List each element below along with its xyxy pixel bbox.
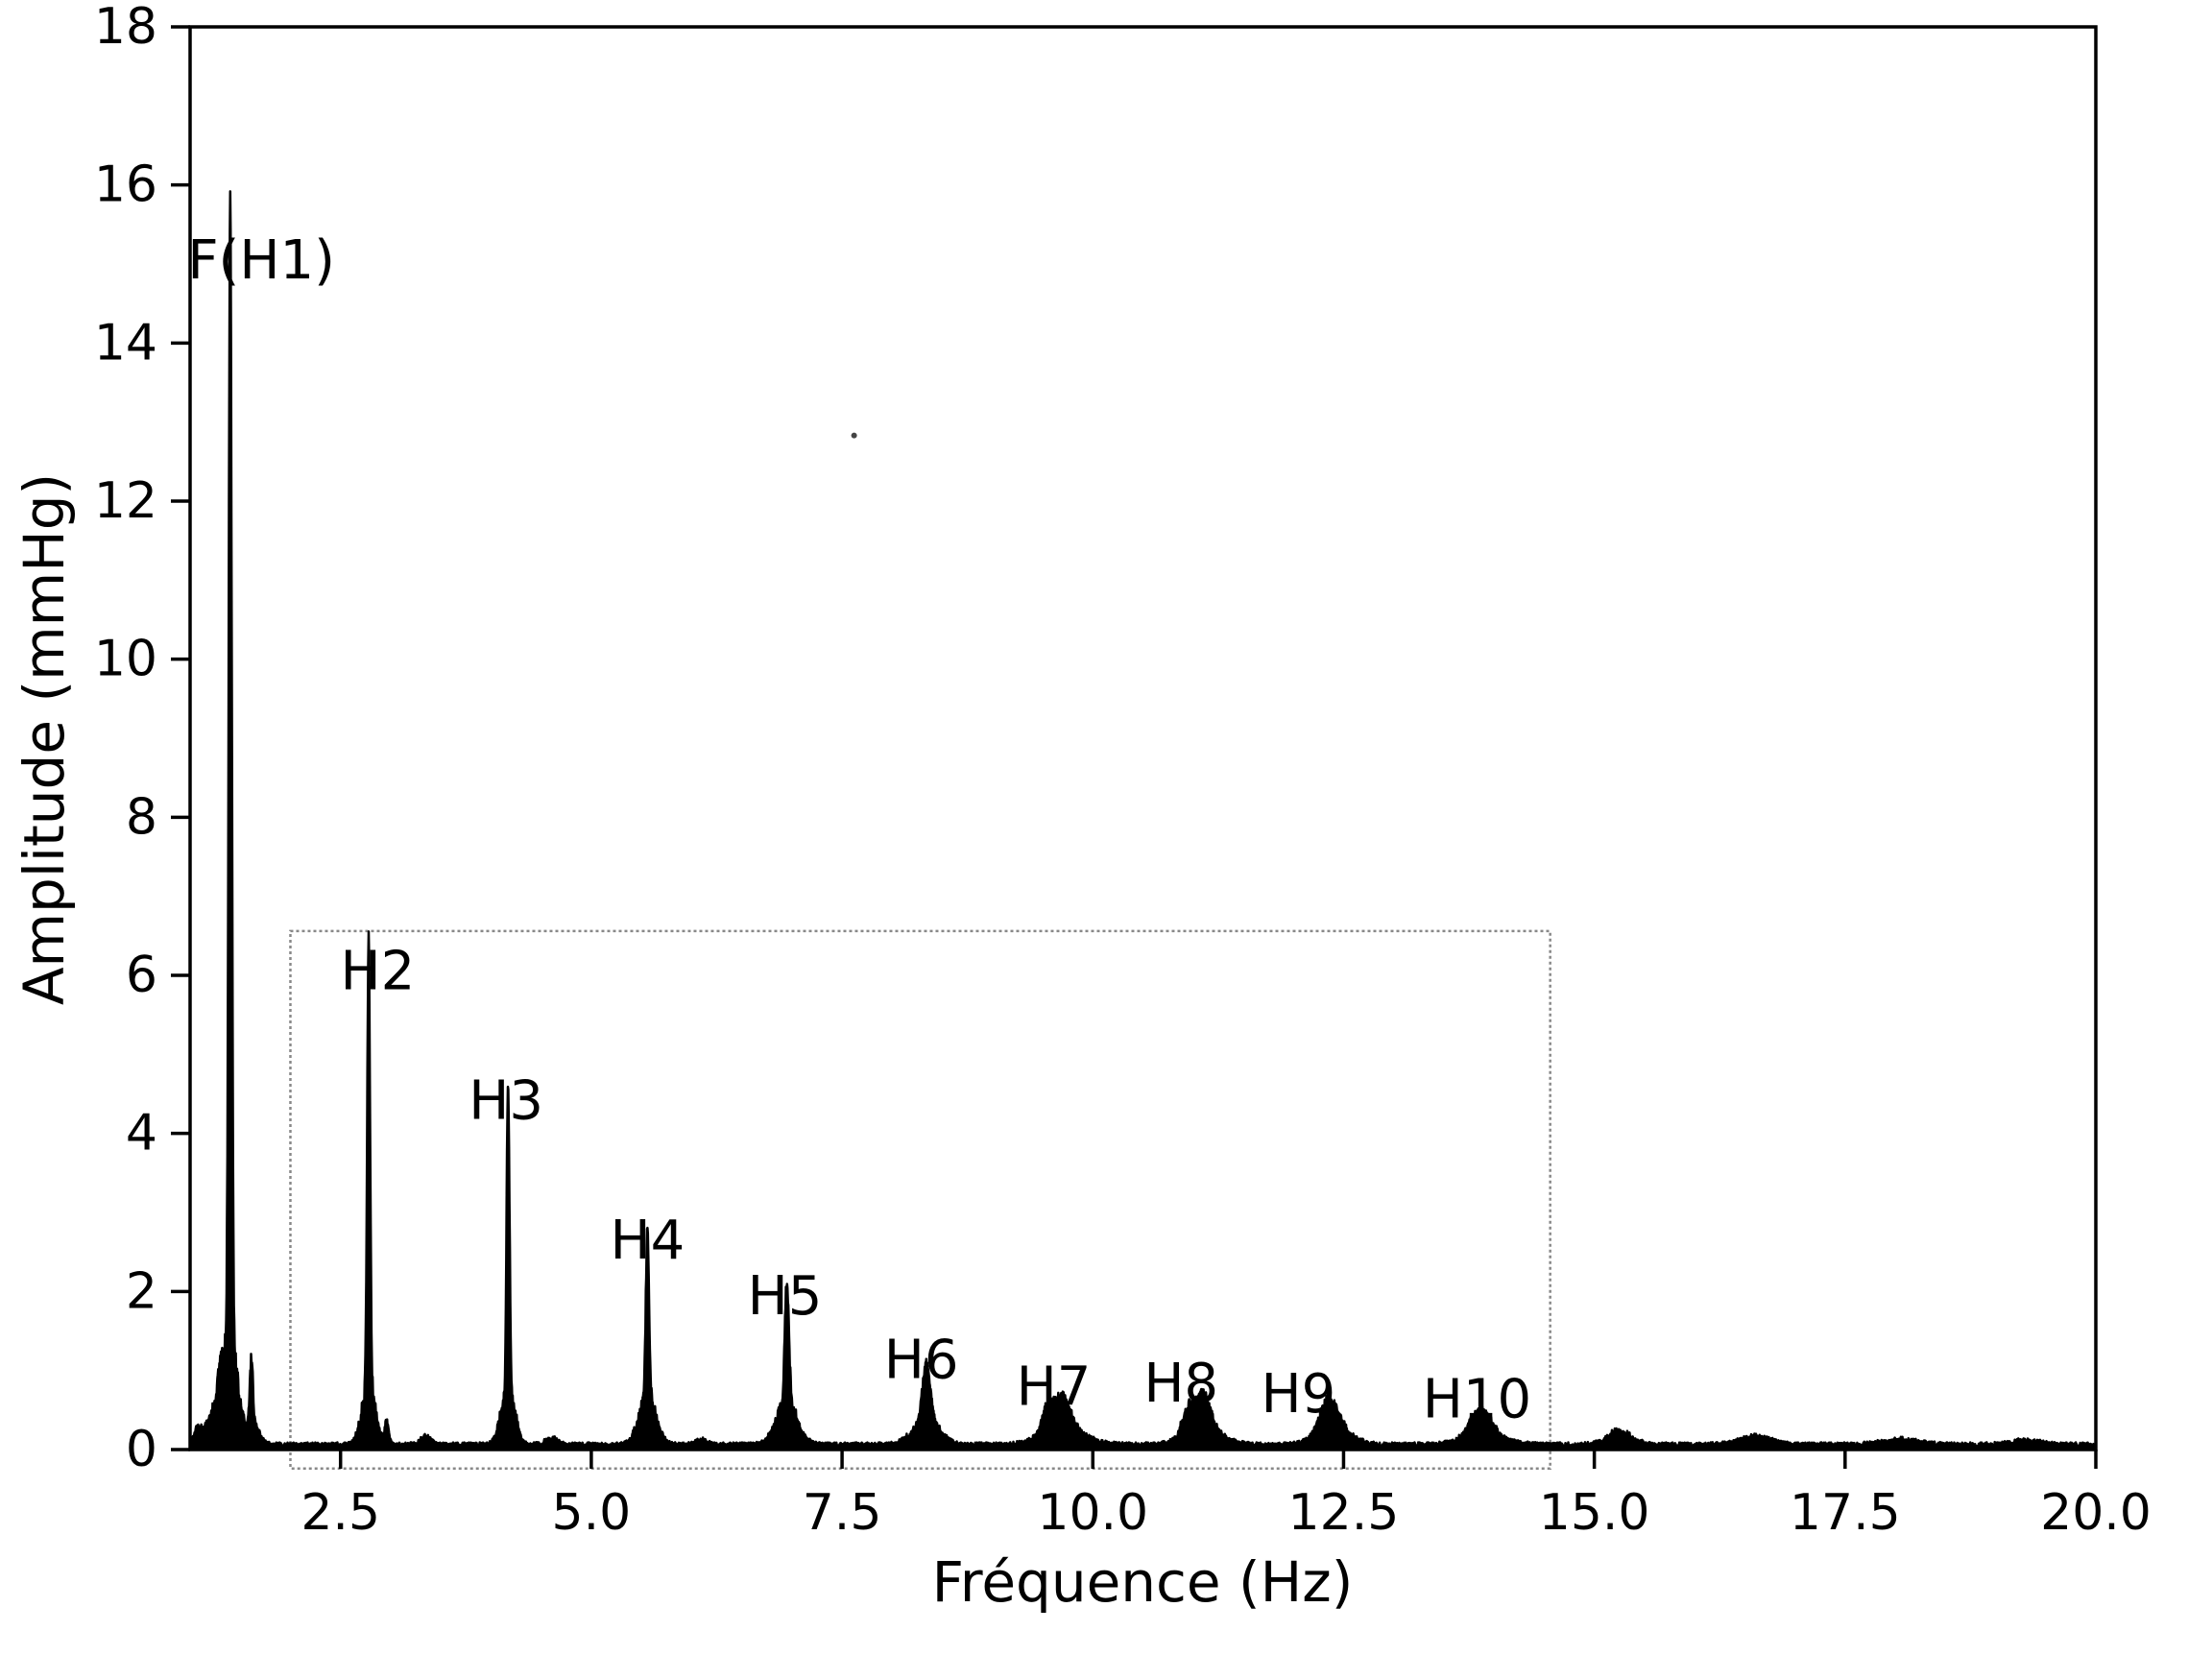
x-axis-label: Fréquence (Hz) [932, 1549, 1354, 1615]
peak-label-H7: H7 [1017, 1355, 1092, 1418]
x-tick-label: 2.5 [301, 1484, 380, 1542]
x-tick-label: 15.0 [1539, 1484, 1650, 1542]
peak-label-H8: H8 [1143, 1353, 1218, 1415]
y-tick-label: 2 [126, 1262, 157, 1320]
peak-label-FH1: F(H1) [187, 229, 335, 292]
peak-label-H3: H3 [469, 1069, 543, 1132]
x-tick-label: 12.5 [1288, 1484, 1400, 1542]
harmonics-highlight-box [289, 929, 1551, 1471]
spectrum-trace [188, 190, 2098, 1451]
y-tick-label: 16 [94, 156, 157, 214]
y-tick-label: 8 [126, 788, 157, 846]
peak-label-H2: H2 [340, 940, 415, 1002]
y-tick-label: 0 [126, 1421, 157, 1478]
peak-label-H6: H6 [884, 1329, 959, 1391]
y-tick-label: 12 [94, 472, 157, 530]
y-axis-label: Amplitude (mmHg) [12, 473, 77, 1005]
plot-border [188, 25, 2098, 1451]
x-tick-label: 10.0 [1037, 1484, 1148, 1542]
x-tick-label: 5.0 [552, 1484, 632, 1542]
peak-label-H9: H9 [1262, 1363, 1336, 1426]
y-tick-label: 14 [94, 314, 157, 372]
y-tick-label: 4 [126, 1105, 157, 1163]
y-tick-label: 18 [94, 0, 157, 56]
peak-labels: F(H1) H2 H3 H4 H5 H6 H7 H8 H9 H10 [187, 229, 1531, 1430]
peak-label-H4: H4 [611, 1210, 685, 1272]
peak-label-H5: H5 [748, 1265, 823, 1328]
y-tick-label: 10 [94, 631, 157, 688]
y-axis-ticks: 0 2 4 6 8 10 12 14 16 18 [94, 0, 190, 1478]
stray-dot [851, 432, 857, 439]
x-tick-label: 20.0 [2040, 1484, 2152, 1542]
x-axis-ticks: 2.5 5.0 7.5 10.0 12.5 15.0 17.5 20.0 [301, 1450, 2152, 1542]
x-tick-label: 7.5 [803, 1484, 882, 1542]
peak-label-H10: H10 [1423, 1369, 1531, 1431]
y-tick-label: 6 [126, 947, 157, 1004]
x-tick-label: 17.5 [1790, 1484, 1901, 1542]
